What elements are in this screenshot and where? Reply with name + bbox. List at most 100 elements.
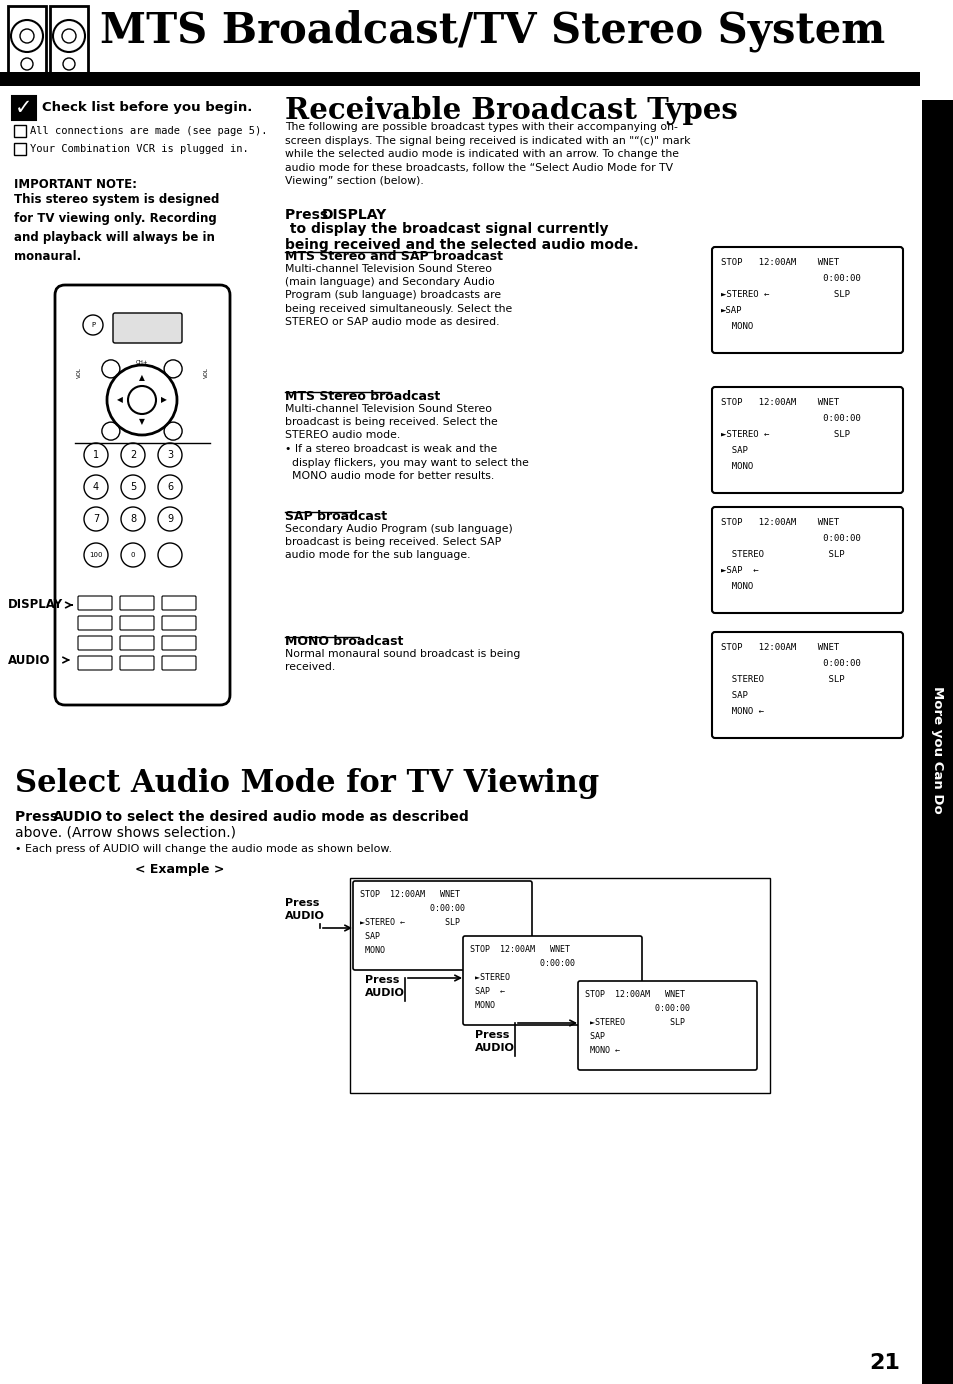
Text: SAP: SAP bbox=[720, 446, 747, 455]
Text: 0:00:00: 0:00:00 bbox=[720, 274, 860, 282]
Bar bbox=[0, 72, 919, 86]
Text: P: P bbox=[91, 322, 95, 328]
Text: Press: Press bbox=[365, 974, 399, 985]
FancyBboxPatch shape bbox=[711, 388, 902, 493]
Text: Check list before you begin.: Check list before you begin. bbox=[42, 101, 253, 113]
Text: MTS Broadcast/TV Stereo System: MTS Broadcast/TV Stereo System bbox=[100, 10, 884, 53]
Text: Press: Press bbox=[475, 1030, 509, 1039]
Text: MONO: MONO bbox=[470, 1001, 495, 1010]
Bar bbox=[921, 100, 953, 1384]
Text: STOP  12:00AM   WNET: STOP 12:00AM WNET bbox=[470, 945, 569, 954]
Bar bbox=[8, 6, 46, 78]
Text: Multi-channel Television Sound Stereo
broadcast is being received. Select the
ST: Multi-channel Television Sound Stereo br… bbox=[285, 404, 497, 440]
Text: MONO: MONO bbox=[720, 462, 753, 471]
Text: • Each press of AUDIO will change the audio mode as shown below.: • Each press of AUDIO will change the au… bbox=[15, 844, 392, 854]
Text: 0:00:00: 0:00:00 bbox=[720, 659, 860, 668]
Text: STOP   12:00AM    WNET: STOP 12:00AM WNET bbox=[720, 257, 839, 267]
Text: Select Audio Mode for TV Viewing: Select Audio Mode for TV Viewing bbox=[15, 768, 598, 799]
Text: 3: 3 bbox=[167, 450, 172, 459]
Text: STOP   12:00AM    WNET: STOP 12:00AM WNET bbox=[720, 644, 839, 652]
Text: VOL: VOL bbox=[76, 368, 81, 378]
Text: 1: 1 bbox=[92, 450, 99, 459]
Text: Receivable Broadcast Types: Receivable Broadcast Types bbox=[285, 95, 737, 125]
Text: ►SAP  ←: ►SAP ← bbox=[720, 566, 758, 574]
Text: 0:00:00: 0:00:00 bbox=[359, 904, 464, 913]
Text: 0:00:00: 0:00:00 bbox=[584, 1003, 689, 1013]
Text: AUDIO: AUDIO bbox=[475, 1044, 515, 1053]
Text: MONO ←: MONO ← bbox=[584, 1046, 619, 1055]
Text: < Example >: < Example > bbox=[135, 864, 224, 876]
Text: ►STEREO ←            SLP: ►STEREO ← SLP bbox=[720, 430, 849, 439]
Text: STEREO            SLP: STEREO SLP bbox=[720, 675, 843, 684]
Text: SAP broadcast: SAP broadcast bbox=[285, 509, 387, 523]
FancyBboxPatch shape bbox=[112, 313, 182, 343]
Text: 6: 6 bbox=[167, 482, 172, 491]
Text: ►STEREO: ►STEREO bbox=[470, 973, 510, 983]
Text: to display the broadcast signal currently: to display the broadcast signal currentl… bbox=[285, 221, 608, 237]
Text: 100: 100 bbox=[90, 552, 103, 558]
Text: MTS Stereo and SAP broadcast: MTS Stereo and SAP broadcast bbox=[285, 251, 502, 263]
Text: More you Can Do: More you Can Do bbox=[930, 686, 943, 814]
Text: 2: 2 bbox=[130, 450, 136, 459]
Text: • If a stereo broadcast is weak and the
  display flickers, you may want to sele: • If a stereo broadcast is weak and the … bbox=[285, 444, 528, 480]
Text: Press: Press bbox=[285, 898, 319, 908]
Text: AUDIO: AUDIO bbox=[365, 988, 404, 998]
Text: ◀: ◀ bbox=[117, 396, 123, 404]
FancyBboxPatch shape bbox=[711, 632, 902, 738]
Text: ▼: ▼ bbox=[139, 418, 145, 426]
Text: 0:00:00: 0:00:00 bbox=[470, 959, 575, 967]
Text: SAP: SAP bbox=[720, 691, 747, 700]
Text: 0: 0 bbox=[131, 552, 135, 558]
Text: 8: 8 bbox=[130, 513, 136, 525]
Text: MONO: MONO bbox=[720, 583, 753, 591]
FancyBboxPatch shape bbox=[55, 285, 230, 704]
FancyBboxPatch shape bbox=[578, 981, 757, 1070]
Text: Multi-channel Television Sound Stereo
(main language) and Secondary Audio
Progra: Multi-channel Television Sound Stereo (m… bbox=[285, 264, 512, 327]
Text: ►STEREO ←            SLP: ►STEREO ← SLP bbox=[720, 291, 849, 299]
Text: MONO: MONO bbox=[720, 322, 753, 331]
Text: MTS Stereo broadcast: MTS Stereo broadcast bbox=[285, 390, 439, 403]
Text: 5: 5 bbox=[130, 482, 136, 491]
Bar bbox=[350, 877, 769, 1093]
Text: MONO: MONO bbox=[359, 947, 385, 955]
Text: AUDIO: AUDIO bbox=[53, 810, 103, 823]
Text: Secondary Audio Program (sub language)
broadcast is being received. Select SAP
a: Secondary Audio Program (sub language) b… bbox=[285, 525, 512, 561]
FancyBboxPatch shape bbox=[353, 882, 532, 970]
Text: DISPLAY: DISPLAY bbox=[8, 598, 63, 612]
Text: MONO broadcast: MONO broadcast bbox=[285, 635, 403, 648]
Bar bbox=[50, 6, 88, 78]
Text: IMPORTANT NOTE:: IMPORTANT NOTE: bbox=[14, 179, 137, 191]
Text: Press: Press bbox=[15, 810, 63, 823]
Text: 21: 21 bbox=[868, 1354, 899, 1373]
Text: SAP: SAP bbox=[359, 931, 379, 941]
Text: STOP  12:00AM   WNET: STOP 12:00AM WNET bbox=[584, 990, 684, 999]
FancyBboxPatch shape bbox=[711, 246, 902, 353]
Text: ▲: ▲ bbox=[139, 374, 145, 382]
Text: ►STEREO ←        SLP: ►STEREO ← SLP bbox=[359, 918, 459, 927]
Text: SAP  ←: SAP ← bbox=[470, 987, 504, 996]
Bar bbox=[14, 125, 26, 137]
Text: 7: 7 bbox=[92, 513, 99, 525]
Text: CH+: CH+ bbox=[135, 360, 148, 365]
Bar bbox=[12, 95, 36, 120]
Text: 0:00:00: 0:00:00 bbox=[720, 534, 860, 543]
Text: The following are possible broadcast types with their accompanying on-
screen di: The following are possible broadcast typ… bbox=[285, 122, 690, 187]
Text: Normal monaural sound broadcast is being
received.: Normal monaural sound broadcast is being… bbox=[285, 649, 519, 673]
Text: being received and the selected audio mode.: being received and the selected audio mo… bbox=[285, 238, 638, 252]
Text: DISPLAY: DISPLAY bbox=[322, 208, 387, 221]
Text: All connections are made (see page 5).: All connections are made (see page 5). bbox=[30, 126, 267, 136]
Text: above. (Arrow shows selection.): above. (Arrow shows selection.) bbox=[15, 826, 235, 840]
Text: 9: 9 bbox=[167, 513, 172, 525]
Text: AUDIO: AUDIO bbox=[285, 911, 325, 920]
Text: VOL: VOL bbox=[203, 368, 209, 378]
Text: AUDIO: AUDIO bbox=[8, 653, 51, 667]
Text: STEREO            SLP: STEREO SLP bbox=[720, 549, 843, 559]
Text: STOP  12:00AM   WNET: STOP 12:00AM WNET bbox=[359, 890, 459, 900]
Text: SAP: SAP bbox=[584, 1032, 604, 1041]
Text: to select the desired audio mode as described: to select the desired audio mode as desc… bbox=[101, 810, 468, 823]
Text: STOP   12:00AM    WNET: STOP 12:00AM WNET bbox=[720, 518, 839, 527]
Text: ►SAP: ►SAP bbox=[720, 306, 741, 316]
Text: 0:00:00: 0:00:00 bbox=[720, 414, 860, 424]
Bar bbox=[0, 0, 919, 84]
Text: ▶: ▶ bbox=[161, 396, 167, 404]
